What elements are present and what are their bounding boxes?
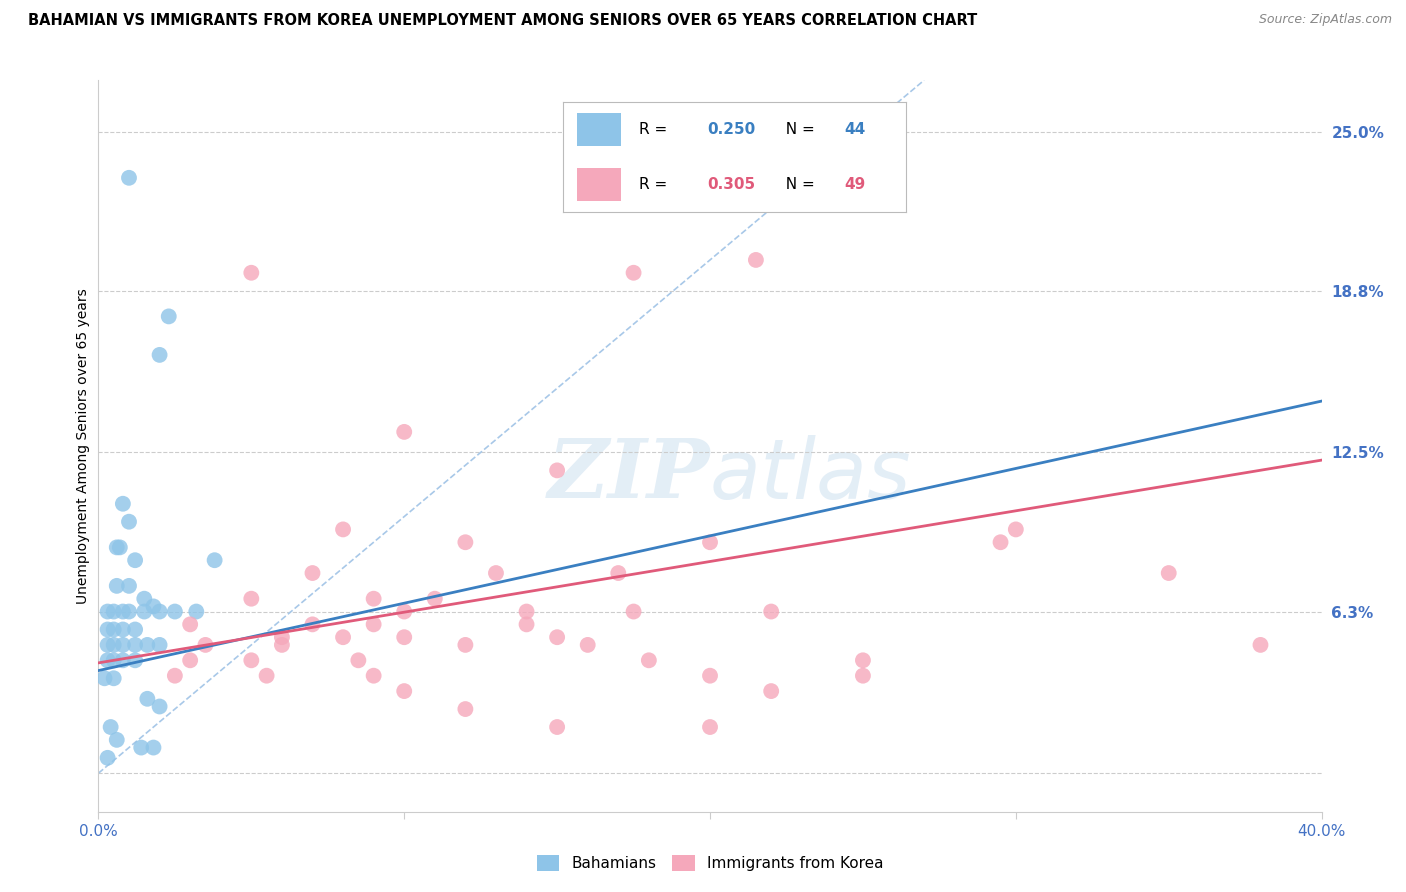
Point	[454, 702, 477, 716]
Point	[699, 535, 721, 549]
Point	[392, 605, 416, 619]
Point	[623, 266, 645, 280]
Point	[423, 591, 446, 606]
Point	[637, 653, 661, 667]
Point	[240, 591, 263, 606]
Point	[129, 740, 152, 755]
Point	[103, 605, 125, 619]
Point	[142, 740, 165, 755]
Point	[124, 638, 146, 652]
Point	[240, 266, 263, 280]
Point	[97, 751, 120, 765]
Point	[699, 720, 721, 734]
Text: atlas: atlas	[710, 434, 911, 516]
Point	[157, 310, 180, 324]
Point	[607, 566, 630, 580]
Point	[149, 348, 172, 362]
Point	[240, 653, 263, 667]
Point	[136, 638, 159, 652]
Text: BAHAMIAN VS IMMIGRANTS FROM KOREA UNEMPLOYMENT AMONG SENIORS OVER 65 YEARS CORRE: BAHAMIAN VS IMMIGRANTS FROM KOREA UNEMPL…	[28, 13, 977, 29]
Legend: Bahamians, Immigrants from Korea: Bahamians, Immigrants from Korea	[530, 849, 890, 877]
Point	[270, 638, 292, 652]
Point	[103, 623, 125, 637]
Point	[759, 684, 782, 698]
Point	[118, 605, 141, 619]
Point	[111, 638, 134, 652]
Point	[1249, 638, 1271, 652]
Point	[124, 653, 146, 667]
Point	[100, 720, 122, 734]
Point	[163, 669, 186, 683]
Point	[105, 732, 128, 747]
Point	[194, 638, 217, 652]
Point	[124, 553, 146, 567]
Point	[699, 669, 721, 683]
Point	[301, 617, 323, 632]
Point	[134, 591, 156, 606]
Point	[759, 605, 782, 619]
Point	[134, 605, 156, 619]
Point	[256, 669, 278, 683]
Point	[516, 617, 538, 632]
Point	[852, 653, 875, 667]
Point	[485, 566, 508, 580]
Point	[204, 553, 226, 567]
Point	[745, 252, 768, 267]
Point	[546, 630, 568, 644]
Point	[392, 425, 416, 439]
Point	[111, 497, 134, 511]
Point	[363, 669, 385, 683]
Point	[392, 630, 416, 644]
Point	[97, 638, 120, 652]
Point	[623, 605, 645, 619]
Point	[852, 669, 875, 683]
Point	[97, 605, 120, 619]
Point	[990, 535, 1012, 549]
Point	[118, 579, 141, 593]
Point	[136, 691, 159, 706]
Point	[332, 523, 354, 537]
Point	[149, 638, 172, 652]
Point	[124, 623, 146, 637]
Point	[186, 605, 208, 619]
Point	[97, 653, 120, 667]
Point	[142, 599, 165, 614]
Point	[179, 653, 201, 667]
Point	[111, 653, 134, 667]
Point	[576, 638, 599, 652]
Point	[1157, 566, 1180, 580]
Point	[332, 630, 354, 644]
Text: Source: ZipAtlas.com: Source: ZipAtlas.com	[1258, 13, 1392, 27]
Point	[108, 541, 131, 555]
Point	[363, 591, 385, 606]
Point	[97, 623, 120, 637]
Point	[270, 630, 292, 644]
Text: ZIP: ZIP	[547, 435, 710, 516]
Point	[546, 720, 568, 734]
Point	[347, 653, 370, 667]
Point	[179, 617, 201, 632]
Point	[111, 623, 134, 637]
Point	[363, 617, 385, 632]
Point	[546, 463, 568, 477]
Point	[93, 671, 115, 685]
Point	[454, 638, 477, 652]
Point	[103, 671, 125, 685]
Point	[105, 541, 128, 555]
Point	[103, 653, 125, 667]
Point	[103, 638, 125, 652]
Point	[149, 605, 172, 619]
Point	[392, 684, 416, 698]
Point	[516, 605, 538, 619]
Point	[1004, 523, 1026, 537]
Point	[105, 579, 128, 593]
Point	[149, 699, 172, 714]
Point	[163, 605, 186, 619]
Point	[118, 170, 141, 185]
Point	[118, 515, 141, 529]
Y-axis label: Unemployment Among Seniors over 65 years: Unemployment Among Seniors over 65 years	[76, 288, 90, 604]
Point	[454, 535, 477, 549]
Point	[301, 566, 323, 580]
Point	[111, 605, 134, 619]
